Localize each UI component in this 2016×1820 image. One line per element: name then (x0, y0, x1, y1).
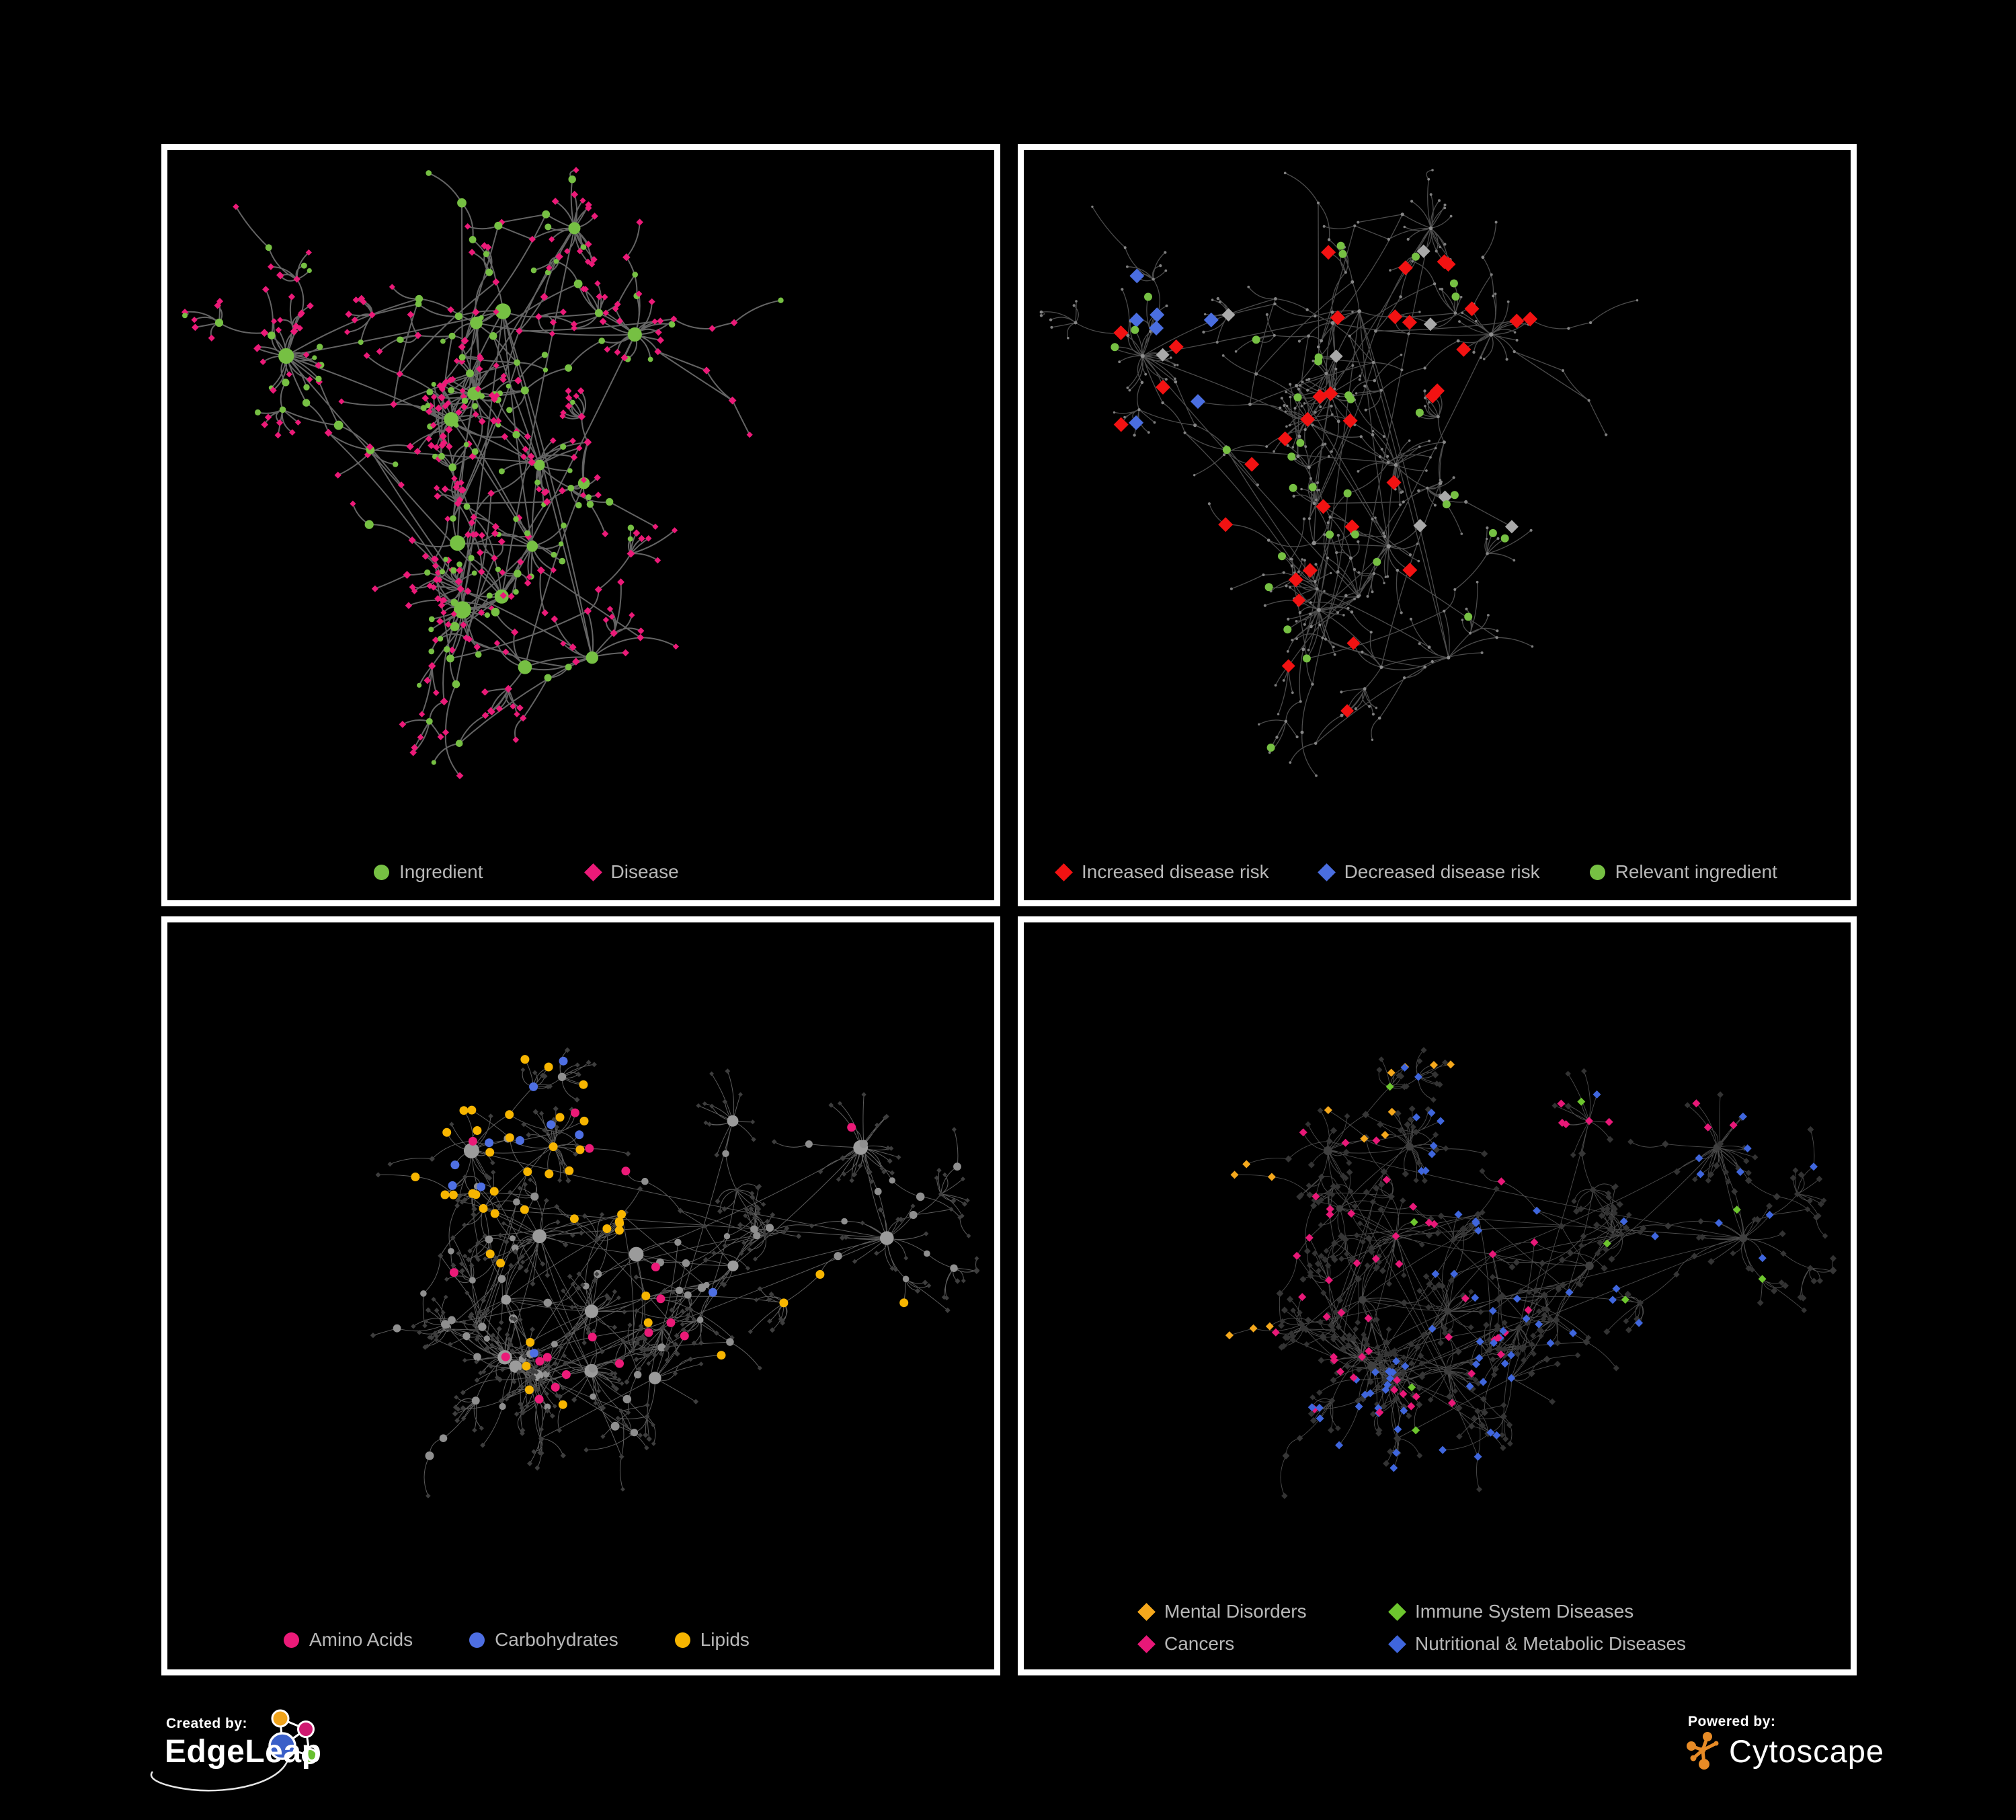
edgeleap-logo-icon (150, 1709, 318, 1792)
network-graph-ingredient-disease (181, 167, 784, 779)
legend-item: Ingredient (372, 861, 483, 883)
legend-item-label: Increased disease risk (1082, 861, 1269, 882)
legend-item-label: Carbohydrates (495, 1629, 618, 1650)
edgeleap-branding: Created by: EdgeLeap (138, 1708, 427, 1815)
cytoscape-logo-icon (1687, 1732, 1719, 1770)
network-graph-disease-classes (1225, 1047, 1837, 1499)
legend-circle-icon (674, 1631, 692, 1649)
legend-item: Decreased disease risk (1317, 861, 1540, 883)
legend-item-label: Mental Disorders (1164, 1601, 1307, 1622)
cytoscape-wordmark: Cytoscape (1729, 1733, 1885, 1769)
legend-item: Cancers (1137, 1633, 1388, 1655)
legend-diamond-icon (1055, 863, 1073, 881)
legend-circle-icon (282, 1631, 300, 1649)
panel-disease-risk-network: Increased disease risk Decreased disease … (1018, 144, 1857, 906)
legend-diamond-icon (1317, 863, 1336, 881)
legend-item-label: Ingredient (399, 861, 483, 882)
legend-diamond-icon (1388, 1634, 1406, 1653)
legend-item: Relevant ingredient (1588, 861, 1777, 883)
legend-item-label: Disease (610, 861, 679, 882)
edgeleap-wordmark: EdgeLeap (165, 1734, 322, 1770)
legend-item-label: Relevant ingredient (1615, 861, 1777, 882)
legend: Amino Acids Carbohydrates Lipids (282, 1629, 750, 1651)
legend-diamond-icon (1137, 1602, 1156, 1621)
legend: Mental Disorders Immune System Diseases Ca… (1137, 1601, 1686, 1655)
legend-item-label: Lipids (700, 1629, 750, 1650)
legend: Increased disease risk Decreased disease … (1055, 861, 1777, 883)
legend-item-label: Nutritional & Metabolic Diseases (1415, 1633, 1687, 1654)
legend-item: Mental Disorders (1137, 1601, 1388, 1622)
legend-diamond-icon (1388, 1602, 1406, 1621)
legend-item: Immune System Diseases (1388, 1601, 1686, 1622)
legend-item: Amino Acids (282, 1629, 413, 1651)
legend-item-label: Amino Acids (309, 1629, 413, 1650)
powered-by-label: Powered by: (1688, 1714, 1776, 1729)
network-graph-compound-classes (370, 1047, 980, 1499)
legend-item: Increased disease risk (1055, 861, 1269, 883)
legend-item-label: Cancers (1164, 1633, 1235, 1654)
created-by-label: Created by: (166, 1716, 248, 1731)
legend-item: Carbohydrates (468, 1629, 618, 1651)
legend-item-label: Immune System Diseases (1415, 1601, 1634, 1622)
network-graph-disease-risk (1039, 169, 1639, 777)
legend-item-label: Decreased disease risk (1344, 861, 1540, 882)
legend-circle-icon (468, 1631, 486, 1649)
panel-compound-class-network: Amino Acids Carbohydrates Lipids (161, 916, 1000, 1675)
legend-item: Nutritional & Metabolic Diseases (1388, 1633, 1686, 1655)
legend-circle-icon (372, 863, 391, 881)
legend-item: Disease (583, 861, 679, 883)
panel-disease-class-network: Mental Disorders Immune System Diseases Ca… (1018, 916, 1857, 1675)
legend-diamond-icon (583, 863, 602, 881)
legend: Ingredient Disease (372, 861, 679, 883)
panel-ingredient-disease-network: Ingredient Disease (161, 144, 1000, 906)
legend-diamond-icon (1137, 1634, 1156, 1653)
legend-item: Lipids (674, 1629, 750, 1651)
cytoscape-branding: Powered by: Cytosc (1686, 1711, 1968, 1798)
legend-circle-icon (1588, 863, 1607, 881)
